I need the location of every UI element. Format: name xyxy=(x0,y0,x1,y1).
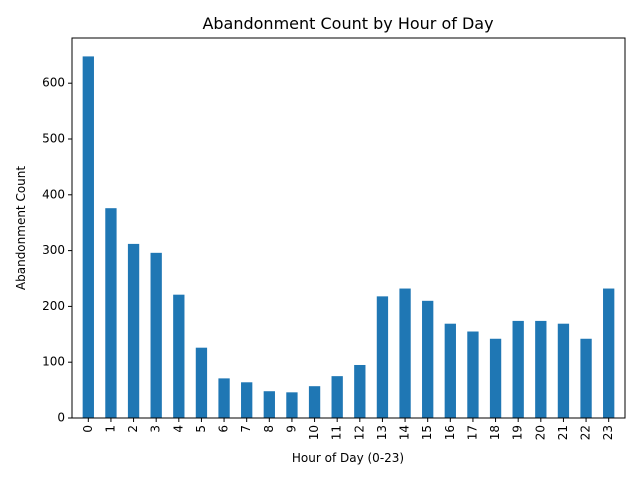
bar-hour-18 xyxy=(489,338,502,418)
bar-hour-10 xyxy=(308,386,321,418)
y-tick-label: 500 xyxy=(42,131,65,145)
bar-hour-7 xyxy=(241,382,253,418)
bar-hour-13 xyxy=(376,296,389,418)
x-tick-label: 21 xyxy=(556,425,570,440)
y-tick-label: 300 xyxy=(42,243,65,257)
x-tick-label: 7 xyxy=(239,425,253,433)
x-tick-label: 11 xyxy=(330,425,344,440)
y-tick-label: 400 xyxy=(42,187,65,201)
x-tick-label: 4 xyxy=(171,425,185,433)
bar-hour-14 xyxy=(399,288,411,418)
bar-hour-20 xyxy=(535,320,547,418)
bar-hour-17 xyxy=(467,331,479,418)
y-axis-label: Abandonment Count xyxy=(14,166,28,290)
plot-frame xyxy=(71,37,626,419)
x-tick-label: 6 xyxy=(217,425,231,433)
chart-title: Abandonment Count by Hour of Day xyxy=(202,14,493,33)
bar-hour-23 xyxy=(603,288,615,418)
x-tick-label: 17 xyxy=(465,425,479,440)
y-tick-label: 200 xyxy=(42,299,65,313)
x-tick-label: 10 xyxy=(307,425,321,440)
bar-hour-8 xyxy=(263,391,275,418)
x-tick-label: 13 xyxy=(375,425,389,440)
bar-hour-12 xyxy=(354,364,366,418)
x-tick-label: 15 xyxy=(420,425,434,440)
x-tick-label: 20 xyxy=(533,425,547,440)
bar-hour-4 xyxy=(173,294,185,418)
x-axis-label: Hour of Day (0-23) xyxy=(292,451,404,465)
x-tick-label: 3 xyxy=(149,425,163,433)
x-tick-label: 2 xyxy=(126,425,140,433)
x-tick-label: 23 xyxy=(601,425,615,440)
x-tick-label: 18 xyxy=(488,425,502,440)
y-axis-ticks: 0 100 200 300 400 500 600 xyxy=(42,76,72,425)
x-tick-label: 0 xyxy=(81,425,95,433)
bar-hour-21 xyxy=(557,323,570,418)
x-tick-label: 9 xyxy=(284,425,298,433)
bar-hour-3 xyxy=(150,252,162,418)
y-tick-label: 600 xyxy=(42,76,65,90)
bar-hour-9 xyxy=(286,392,298,418)
x-tick-label: 14 xyxy=(398,425,412,440)
bar-hour-1 xyxy=(105,208,117,418)
x-tick-label: 5 xyxy=(194,425,208,433)
x-tick-label: 22 xyxy=(579,425,593,440)
bar-hour-11 xyxy=(331,376,343,418)
bar-hour-19 xyxy=(512,320,524,418)
bar-hour-5 xyxy=(195,347,208,418)
x-tick-label: 16 xyxy=(443,425,457,440)
y-tick-label: 0 xyxy=(57,411,65,425)
bars-group xyxy=(82,56,615,418)
y-tick-label: 100 xyxy=(42,355,65,369)
x-axis-ticks: 0 1 2 3 4 5 6 7 8 9 10 11 12 13 14 15 16 17 18 19 20 21 22 23 xyxy=(81,418,615,440)
x-tick-label: 8 xyxy=(262,425,276,433)
bar-hour-0 xyxy=(82,56,94,418)
x-tick-label: 12 xyxy=(352,425,366,440)
x-tick-label: 1 xyxy=(103,425,117,433)
x-tick-label: 19 xyxy=(511,425,525,440)
bar-hour-15 xyxy=(422,300,434,418)
bar-hour-6 xyxy=(218,378,230,418)
bar-hour-22 xyxy=(580,338,592,418)
bar-hour-2 xyxy=(127,243,140,418)
bar-hour-16 xyxy=(444,323,456,418)
